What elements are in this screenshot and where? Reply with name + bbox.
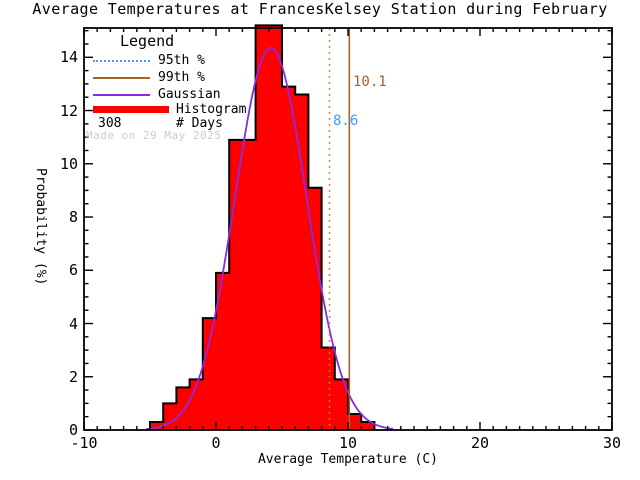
legend-days-label: # Days	[176, 116, 223, 131]
x-tick-label: 10	[338, 434, 358, 452]
p95-value-annotation: 8.6	[333, 113, 359, 129]
y-tick-label: 4	[68, 314, 78, 333]
x-tick-label: 0	[211, 434, 221, 452]
legend-histogram-bar-swatch	[93, 106, 169, 113]
x-axis-title: Average Temperature (C)	[257, 452, 438, 467]
y-tick-label: 10	[59, 154, 78, 173]
y-axis-title: Probability (%)	[33, 168, 48, 286]
x-tick-label: 30	[602, 434, 622, 452]
y-tick-label: 0	[68, 421, 78, 439]
histogram-bars	[149, 24, 376, 430]
y-tick-label: 14	[59, 48, 78, 67]
gaussian-curve	[145, 47, 394, 430]
x-tick-label: 20	[470, 434, 490, 452]
legend-item-histogram: Histogram	[176, 102, 247, 117]
legend-p99-line-swatch	[93, 77, 150, 79]
y-tick-label: 12	[59, 101, 78, 120]
y-tick-label: 2	[68, 367, 78, 386]
legend-item-gaussian: Gaussian	[158, 87, 221, 102]
legend-item-99th-percentile: 99th %	[158, 70, 205, 85]
legend-gaussian-line-swatch	[93, 94, 150, 96]
legend-p95-dotted-line-swatch	[93, 60, 150, 62]
y-tick-label: 6	[68, 261, 78, 280]
legend-title: Legend	[120, 32, 175, 50]
y-tick-label: 8	[68, 208, 78, 227]
legend-days-count: 308	[98, 116, 122, 131]
made-on-watermark: Made on 29 May 2025	[86, 129, 222, 142]
chart-title: Average Temperatures at FrancesKelsey St…	[32, 0, 608, 18]
p99-value-annotation: 10.1	[353, 74, 387, 90]
legend-item-95th-percentile: 95th %	[158, 53, 205, 68]
x-tick-label: -10	[70, 434, 98, 452]
